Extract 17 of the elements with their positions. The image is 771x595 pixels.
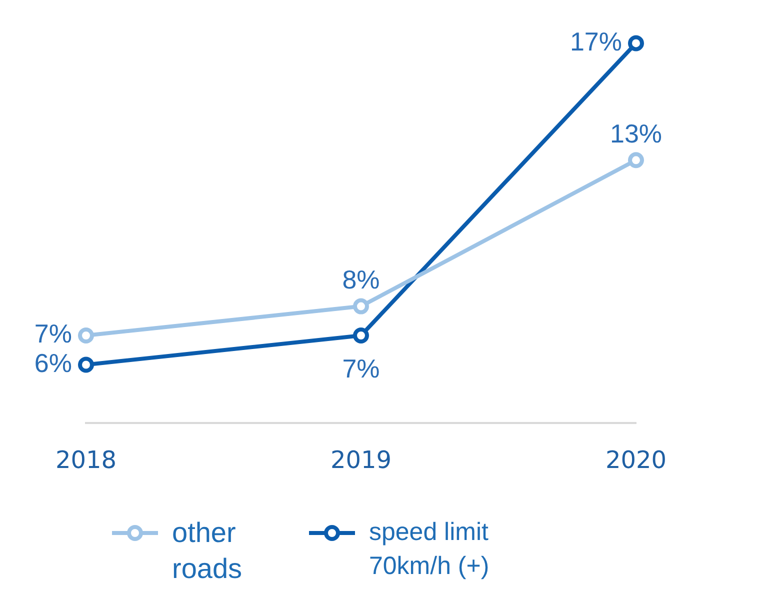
point: [353, 328, 369, 344]
point: [628, 152, 644, 168]
point: [353, 298, 369, 314]
data-label: 17%: [570, 26, 622, 56]
data-label: 7%: [34, 318, 72, 349]
x-tick-label: 2018: [55, 446, 117, 474]
point: [78, 328, 94, 344]
point: [78, 356, 94, 373]
x-tick-label: 2019: [330, 446, 392, 474]
data-label: 13%: [610, 118, 662, 148]
x-tick-label: 2020: [605, 446, 667, 474]
data-label: 7%: [342, 354, 380, 384]
legend-label: speed limit 70km/h (+): [369, 517, 490, 582]
point: [628, 35, 644, 52]
data-label: 8%: [342, 264, 380, 294]
legend-label: other roads: [172, 516, 244, 586]
data-label: 6%: [34, 348, 72, 378]
